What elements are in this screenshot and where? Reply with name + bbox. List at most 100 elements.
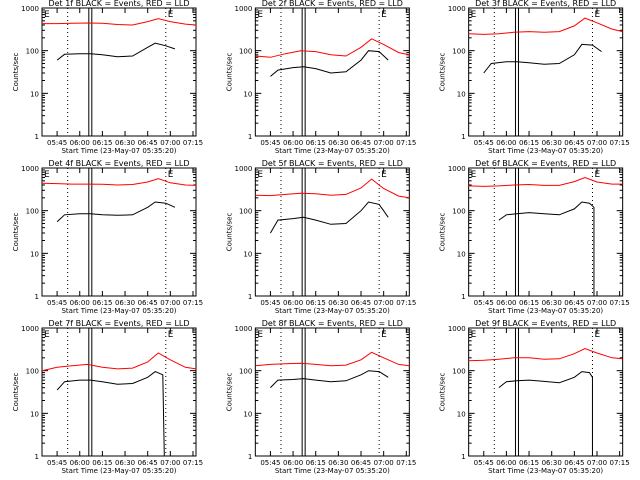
x-tick-label: 05:45	[474, 299, 494, 307]
y-axis-label: Counts/sec	[12, 373, 20, 412]
x-tick-label: 06:30	[542, 299, 562, 307]
plot-frame	[41, 167, 197, 297]
x-tick-label: 06:15	[306, 139, 326, 147]
y-axis-label: Counts/sec	[225, 213, 233, 252]
detector-panel: Det 9f BLACK = Events, RED = LLD 1 10 100 10…	[439, 319, 630, 475]
y-axis-label: Counts/sec	[12, 53, 20, 92]
event-marker-label: E	[381, 170, 387, 180]
x-tick-label: 06:00	[496, 299, 516, 307]
y-axis-label: Counts/sec	[439, 213, 447, 252]
event-marker-label: E	[168, 170, 174, 180]
x-tick-label: 06:30	[542, 459, 562, 467]
event-marker-label: E	[257, 330, 263, 340]
y-tick-label: 1	[35, 293, 39, 301]
x-tick-label: 06:45	[351, 459, 371, 467]
detector-panel: Det 7f BLACK = Events, RED = LLD 1 10 100 10…	[12, 319, 203, 475]
x-tick-label: 05:45	[260, 139, 280, 147]
event-marker-label: E	[471, 10, 477, 20]
x-tick-label: 06:45	[138, 299, 158, 307]
x-tick-label: 07:00	[587, 139, 607, 147]
event-marker-label: E	[168, 10, 174, 20]
y-tick-label: 100	[452, 48, 465, 56]
y-tick-label: 1	[248, 133, 252, 141]
event-rate-line	[56, 201, 176, 223]
x-tick-label: 06:30	[328, 299, 348, 307]
x-tick-label: 07:00	[374, 299, 394, 307]
x-tick-label: 06:00	[283, 299, 303, 307]
y-tick-label: 100	[26, 208, 39, 216]
lld-rate-line	[255, 38, 410, 58]
detector-panel: Det 6f BLACK = Events, RED = LLD 1 10 100 10…	[439, 159, 630, 315]
event-marker-label: E	[594, 170, 600, 180]
event-rate-line	[483, 43, 602, 74]
event-marker-label: E	[381, 330, 387, 340]
plot-frame	[468, 327, 624, 457]
x-tick-label: 07:00	[374, 459, 394, 467]
panel-title: Det 7f BLACK = Events, RED = LLD	[48, 319, 189, 328]
y-tick-label: 10	[457, 90, 466, 98]
lld-rate-line	[41, 352, 197, 372]
y-tick-label: 100	[239, 368, 252, 376]
event-marker-label: E	[44, 10, 50, 20]
y-tick-label: 1	[461, 453, 465, 461]
plot-frame	[41, 327, 197, 457]
x-tick-label: 07:00	[160, 299, 180, 307]
x-tick-label: 06:15	[306, 459, 326, 467]
y-tick-label: 1000	[21, 165, 39, 173]
y-tick-label: 10	[457, 250, 466, 258]
x-tick-label: 06:00	[70, 139, 90, 147]
x-tick-label: 07:00	[160, 459, 180, 467]
y-tick-label: 1000	[235, 5, 253, 13]
lld-rate-line	[41, 178, 197, 186]
x-axis-label: Start Time (23-May-07 05:35:20)	[61, 307, 176, 315]
y-tick-label: 1	[248, 453, 252, 461]
x-tick-label: 05:45	[47, 459, 67, 467]
y-tick-label: 100	[239, 48, 252, 56]
detector-panel: Det 2f BLACK = Events, RED = LLD 1 10 100 10…	[225, 0, 416, 155]
x-tick-label: 06:00	[70, 459, 90, 467]
y-tick-label: 1000	[448, 325, 466, 333]
y-tick-label: 1000	[21, 5, 39, 13]
x-tick-label: 07:00	[587, 459, 607, 467]
x-tick-label: 06:15	[519, 299, 539, 307]
y-tick-label: 100	[26, 48, 39, 56]
y-tick-label: 10	[243, 90, 252, 98]
y-tick-label: 10	[457, 410, 466, 418]
x-tick-label: 07:15	[610, 299, 630, 307]
x-tick-label: 06:15	[306, 299, 326, 307]
detector-panel: Det 1f BLACK = Events, RED = LLD 1 10 100 10…	[12, 0, 203, 155]
x-axis-label: Start Time (23-May-07 05:35:20)	[275, 147, 390, 155]
x-tick-label: 07:00	[160, 139, 180, 147]
event-marker-label: E	[594, 10, 600, 20]
y-tick-label: 10	[30, 410, 39, 418]
plot-frame	[254, 167, 410, 297]
y-tick-label: 1	[461, 293, 465, 301]
x-tick-label: 06:30	[115, 459, 135, 467]
x-tick-label: 06:30	[328, 459, 348, 467]
plot-frame	[468, 167, 624, 297]
plot-frame	[41, 7, 197, 137]
x-axis-label: Start Time (23-May-07 05:35:20)	[61, 467, 176, 475]
x-tick-label: 06:15	[92, 139, 112, 147]
lld-rate-line	[468, 347, 623, 362]
panel-title: Det 8f BLACK = Events, RED = LLD	[262, 319, 403, 328]
y-tick-label: 10	[30, 90, 39, 98]
y-axis-label: Counts/sec	[439, 373, 447, 412]
x-tick-label: 06:45	[138, 459, 158, 467]
x-tick-label: 07:15	[396, 459, 416, 467]
y-tick-label: 100	[239, 208, 252, 216]
detector-panel: Det 4f BLACK = Events, RED = LLD 1 10 100 10…	[12, 159, 203, 315]
y-tick-label: 10	[30, 250, 39, 258]
x-axis-label: Start Time (23-May-07 05:35:20)	[275, 467, 390, 475]
detector-panel: Det 8f BLACK = Events, RED = LLD 1 10 100 10…	[225, 319, 416, 475]
lld-rate-line	[468, 176, 623, 187]
x-tick-label: 05:45	[474, 139, 494, 147]
x-tick-label: 06:00	[496, 139, 516, 147]
lld-rate-line	[468, 17, 623, 35]
y-tick-label: 1000	[21, 325, 39, 333]
plot-frame	[254, 327, 410, 457]
lld-rate-line	[42, 18, 197, 26]
x-tick-label: 06:45	[351, 299, 371, 307]
x-tick-label: 06:15	[92, 459, 112, 467]
